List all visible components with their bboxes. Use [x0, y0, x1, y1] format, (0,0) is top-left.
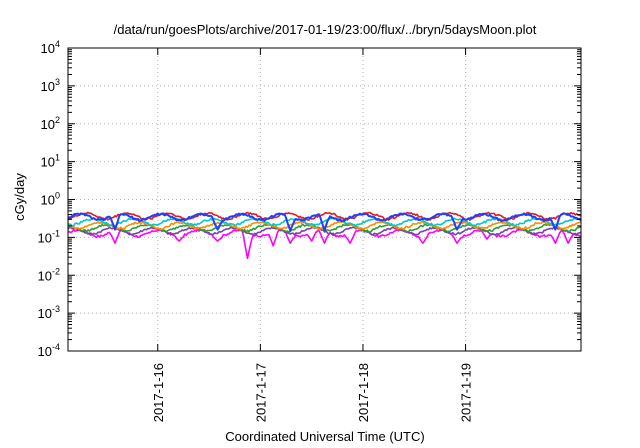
chart-title: /data/run/goesPlots/archive/2017-01-19/2…	[114, 22, 537, 37]
series-line	[67, 211, 582, 222]
y-tick-label: 10-3	[38, 304, 60, 321]
x-tick-label: 2017-1-19	[459, 363, 474, 422]
x-tick-label: 2017-1-16	[151, 363, 166, 422]
y-axis-label: cGy/day	[12, 173, 27, 221]
y-tick-label: 101	[41, 153, 60, 170]
y-tick-label: 10-2	[38, 266, 60, 283]
y-tick-label: 10-1	[38, 228, 60, 245]
y-tick-label: 104	[41, 39, 60, 56]
grid-layer	[68, 48, 581, 351]
y-tick-label: 100	[41, 191, 60, 208]
series-line	[67, 220, 582, 231]
x-axis-label: Coordinated Universal Time (UTC)	[225, 429, 424, 444]
series-line	[67, 212, 582, 232]
series-line	[67, 226, 582, 236]
y-tick-label: 103	[41, 77, 60, 94]
series-layer	[67, 211, 582, 260]
series-line	[67, 217, 582, 227]
x-tick-label: 2017-1-18	[356, 363, 371, 422]
x-tick-label: 2017-1-17	[253, 363, 268, 422]
series-line	[67, 228, 582, 260]
y-tick-label: 102	[41, 115, 60, 132]
axis-layer: 10-4 10-3 10-2 10-1 100 101 102 103 104 2017-1-16…	[38, 39, 581, 422]
y-tick-label: 10-4	[38, 342, 60, 359]
